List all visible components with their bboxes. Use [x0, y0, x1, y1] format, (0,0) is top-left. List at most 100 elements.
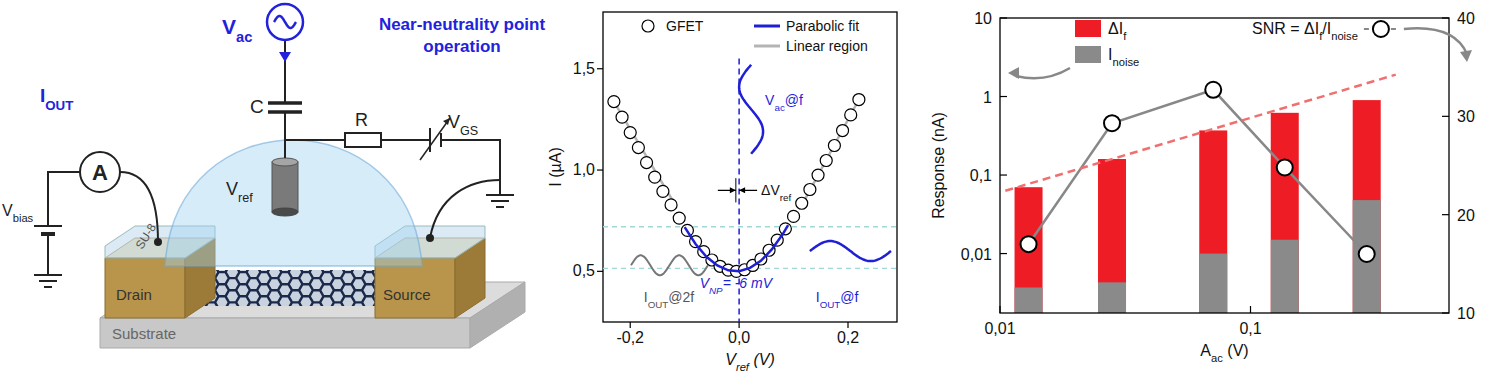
- drain-label: Drain: [116, 286, 152, 303]
- wire: [34, 172, 80, 275]
- text-part: Linear region: [786, 38, 868, 54]
- y2-tick-label: 10: [1457, 305, 1475, 322]
- series-line: [1005, 75, 1395, 191]
- title: operation: [423, 37, 500, 56]
- text-part: bias: [13, 212, 34, 224]
- text-part: 0,5: [573, 262, 595, 279]
- y-tick-label: 10: [974, 10, 992, 27]
- text-part: 1,0: [573, 161, 595, 178]
- text-part: Near-neutrality point: [379, 15, 546, 34]
- electrode: [272, 162, 298, 212]
- x-tick-label: 0,01: [984, 320, 1015, 337]
- text-part: 20: [1457, 207, 1475, 224]
- y-axis-label: Response (nA): [930, 112, 947, 219]
- variable-arrow: [420, 118, 450, 160]
- text-part: /I: [1322, 20, 1331, 37]
- text-part: SNR = ΔI: [1252, 20, 1319, 37]
- source-label: Source: [383, 286, 431, 303]
- bar: [1271, 113, 1299, 313]
- series-line: [1029, 90, 1367, 254]
- text-part: OUT: [820, 299, 841, 310]
- y-tick: [597, 271, 603, 272]
- y-tick-label: 0,1: [970, 167, 992, 184]
- data-point: [665, 199, 677, 211]
- contact: [154, 238, 162, 246]
- text-part: V: [2, 202, 13, 219]
- text-part: GS: [460, 124, 478, 138]
- y2-tick: [1442, 312, 1449, 313]
- text-part: operation: [423, 37, 500, 56]
- plot-area: [1005, 75, 1395, 313]
- data-point: [796, 197, 808, 209]
- text-part: ac: [236, 29, 252, 45]
- text-part: Source: [383, 286, 431, 303]
- source-front: [375, 258, 455, 318]
- x-tick-label: 0,1: [1239, 320, 1261, 337]
- data-point: [1104, 115, 1120, 131]
- bias-label: Vbias: [2, 202, 34, 224]
- figure: SubstrateDrainSourceSU-8VrefCVacNear-neu…: [0, 0, 1499, 373]
- legend-marker: [642, 20, 654, 32]
- data-point: [608, 96, 620, 108]
- bar: [1015, 287, 1043, 313]
- text-part: 0,1: [1239, 320, 1261, 337]
- substrate-label: Substrate: [112, 325, 176, 342]
- series-line: [685, 225, 788, 271]
- chart-response: 0,010,10,010,111010203040Aac (V)Response…: [930, 10, 1475, 364]
- ammeter-label: A: [92, 160, 108, 185]
- y2-tick-label: 20: [1457, 207, 1475, 224]
- x-axis-label: Aac (V): [1200, 342, 1248, 364]
- text-part: I (µA): [547, 147, 564, 186]
- y2-tick: [1442, 214, 1449, 215]
- legend-label: Linear region: [786, 38, 868, 54]
- droplet: [165, 140, 422, 266]
- y-tick: [1000, 96, 1007, 97]
- ground: [34, 275, 62, 287]
- y-tick-label: 1,0: [573, 161, 595, 178]
- text-part: GFET: [666, 18, 704, 34]
- electrode-bottom: [272, 208, 298, 216]
- legend-label: GFET: [666, 18, 704, 34]
- x-tick: [630, 322, 631, 328]
- text-part: = -6 mV: [723, 275, 774, 291]
- y2-tick: [1442, 116, 1449, 117]
- data-point: [624, 127, 636, 139]
- x-tick: [739, 322, 740, 328]
- data-point: [1205, 82, 1221, 98]
- text-part: V: [448, 112, 460, 132]
- legend-marker: [1373, 21, 1389, 37]
- bar: [1015, 187, 1043, 313]
- contact: [426, 234, 434, 242]
- y2-tick: [1442, 17, 1449, 18]
- bar: [1199, 130, 1227, 313]
- x-tick-label: 0,0: [728, 329, 750, 346]
- data-point: [657, 185, 669, 197]
- bar: [1098, 282, 1126, 313]
- arrowhead: [1460, 50, 1472, 62]
- text-part: Response (nA): [930, 112, 947, 219]
- legend-swatch: [1075, 46, 1101, 63]
- current-label: IOUT: [40, 85, 73, 113]
- battery-plate: [41, 232, 55, 236]
- data-point: [616, 111, 628, 123]
- ac-source: [267, 4, 303, 40]
- ground: [486, 195, 514, 207]
- data-point: [649, 171, 661, 183]
- text-part: A: [1200, 342, 1211, 359]
- ac-source-label: Vac: [222, 15, 252, 45]
- text-part: ΔI: [1108, 20, 1123, 37]
- data-point: [820, 155, 832, 167]
- text-part: OUT: [45, 98, 73, 113]
- y-tick-label: 1,5: [573, 60, 595, 77]
- text-part: 0,01: [984, 320, 1015, 337]
- text-part: 40: [1457, 10, 1475, 27]
- y-axis-label: I (µA): [547, 147, 564, 186]
- data-point: [1021, 236, 1037, 252]
- text-part: Drain: [116, 286, 152, 303]
- series-line: [614, 100, 859, 203]
- axis-arrow: [1016, 68, 1070, 78]
- resistor-label: R: [355, 110, 368, 130]
- bar: [1271, 240, 1299, 313]
- legend-line: [754, 45, 780, 48]
- neutrality-label: VNP= -6 mV: [700, 275, 774, 296]
